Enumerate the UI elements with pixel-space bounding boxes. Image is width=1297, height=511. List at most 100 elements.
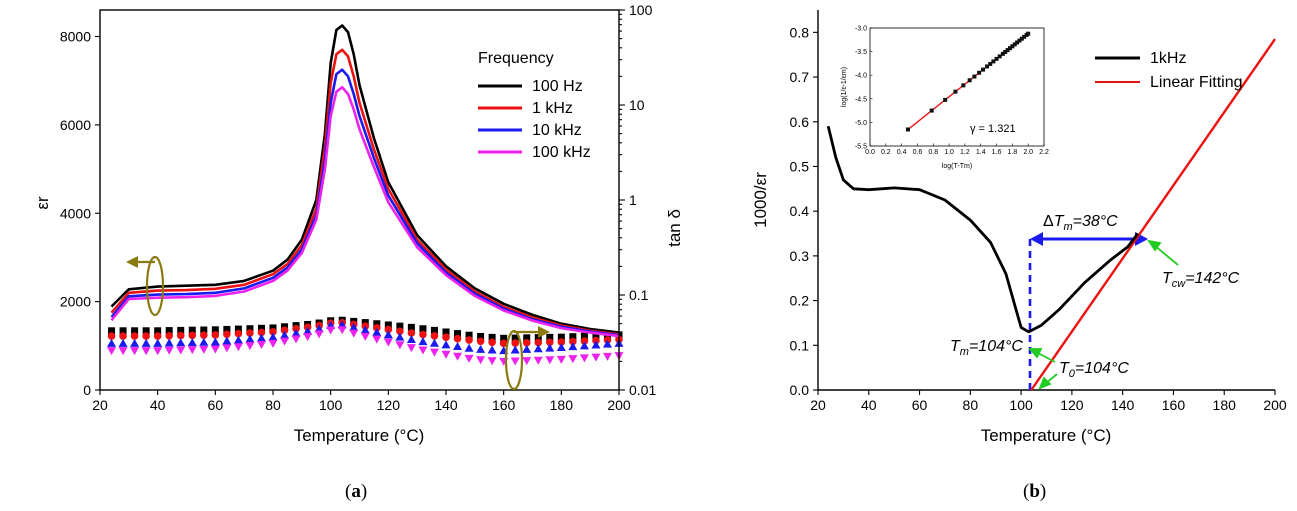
inset-data xyxy=(905,31,1031,132)
panel-b-y-tick-label: 0.1 xyxy=(790,337,810,353)
tan-delta-marker-100khz xyxy=(199,345,209,354)
inset-data-point xyxy=(985,64,990,69)
tan-delta-marker-100khz xyxy=(464,354,474,363)
tan-delta-marker-1khz xyxy=(188,331,197,340)
tcw-annotation: Tcw=142°C xyxy=(1162,270,1240,290)
panel-a-right-tick-label: 1 xyxy=(629,192,637,208)
tan-delta-marker-1khz xyxy=(142,332,150,340)
tan-delta-marker-100hz xyxy=(546,333,554,341)
legend-label-10khz: 10 kHz xyxy=(532,122,582,139)
permittivity-line-10khz xyxy=(110,68,620,337)
tan-delta-marker-100hz xyxy=(454,330,462,338)
tan-delta-marker-10khz xyxy=(153,338,163,347)
tan-delta-marker-100khz xyxy=(487,357,497,366)
legend-label-1khz: 1 kHz xyxy=(532,100,573,117)
panel-a-x-tick-label: 20 xyxy=(92,397,108,413)
inset-data-point xyxy=(953,89,958,94)
inset-data-point xyxy=(1015,40,1020,45)
tan-delta-marker-100khz xyxy=(556,355,566,364)
tan-delta-marker-10khz xyxy=(130,338,140,347)
tcw-pointer-head xyxy=(1147,239,1162,252)
tan-delta-marker-10khz xyxy=(268,332,278,341)
inset-x-label: log(T-Tm) xyxy=(942,163,972,170)
tan-delta-marker-10khz xyxy=(395,332,405,341)
inset-y-label: log(1/ε-1/εm) xyxy=(841,67,848,107)
panel-b-legend: 1kHz Linear Fitting xyxy=(1095,50,1243,91)
inset-data-point xyxy=(1007,46,1012,51)
tan-delta-marker-10khz xyxy=(107,338,117,347)
panel-a-x-tick-label: 160 xyxy=(492,397,516,413)
inset-data-point xyxy=(1012,42,1017,47)
panel-a-legend: Frequency 100 Hz 1 kHz 10 kHz 100 kHz xyxy=(478,50,591,161)
inset-y-tick-label: -3.0 xyxy=(855,26,867,33)
tan-delta-marker-100hz xyxy=(373,320,381,328)
tan-delta-marker-1khz xyxy=(476,337,485,346)
tan-delta-marker-100hz xyxy=(523,334,531,342)
tan-delta-marker-100khz xyxy=(406,344,416,353)
panel-a-x-tick-label: 40 xyxy=(150,397,166,413)
inset-data-point xyxy=(997,54,1002,59)
panel-a-right-axis-label: tan δ xyxy=(665,209,684,247)
panel-a-right-tick-label: 10 xyxy=(629,97,645,113)
tan-delta-marker-100khz xyxy=(326,326,336,335)
tan-delta-marker-100hz xyxy=(211,326,219,334)
permittivity-line-1khz xyxy=(110,48,620,336)
tan-delta-marker-100khz xyxy=(441,350,451,359)
tan-delta-marker-1khz xyxy=(453,334,462,343)
tan-delta-marker-1khz xyxy=(488,338,496,347)
legend-label-100khz: 100 kHz xyxy=(532,144,591,161)
tan-delta-marker-100khz xyxy=(510,357,520,366)
inset-data-point xyxy=(1003,49,1008,54)
tan-delta-marker-10khz xyxy=(579,341,589,350)
tan-delta-marker-1khz xyxy=(165,332,173,340)
inset-data-point xyxy=(1019,36,1024,41)
inset-x-tick-label: 0.8 xyxy=(928,149,938,156)
inset-x-tick-label: 1.8 xyxy=(1007,149,1017,156)
tan-delta-marker-100khz xyxy=(303,333,313,342)
tan-delta-marker-100khz xyxy=(395,341,405,350)
tan-delta-marker-10khz xyxy=(556,343,566,352)
panel-a-left-tick-label: 8000 xyxy=(60,29,91,45)
panel-b-y-tick-label: 0.0 xyxy=(790,382,810,398)
panel-b-x-tick-label: 40 xyxy=(861,397,877,413)
tan-delta-marker-100hz xyxy=(580,332,588,340)
tan-delta-marker-1khz xyxy=(234,329,243,338)
panel-b-x-axis-label: Temperature (°C) xyxy=(981,426,1112,445)
tan-delta-marker-10khz xyxy=(568,342,578,351)
tan-delta-marker-100khz xyxy=(418,346,428,355)
tan-delta-marker-100hz xyxy=(108,327,116,335)
inset-data-point xyxy=(1017,38,1022,43)
caption-a: (a) xyxy=(345,481,367,502)
right-indicator-arrow-head xyxy=(538,326,550,338)
panel-b: 20 40 60 80 100 120 140 160 180 200 0.0 0.1 0.2 0.3 0.… xyxy=(751,10,1287,445)
legend-label-100hz: 100 Hz xyxy=(532,78,583,95)
panel-b-y-tick-label: 0.4 xyxy=(790,203,810,219)
tan-delta-marker-100khz xyxy=(349,329,359,338)
panel-a-right-tick-label: 100 xyxy=(629,2,653,18)
tan-delta-marker-100khz xyxy=(107,347,117,356)
inset-data-point xyxy=(905,127,910,132)
tan-delta-marker-100khz xyxy=(176,346,186,355)
inset-data-point xyxy=(967,78,972,83)
inset-data-point xyxy=(972,74,977,79)
tan-delta-marker-100khz xyxy=(383,338,393,347)
panel-a-left-tick-label: 2000 xyxy=(60,294,91,310)
right-axis-indicator xyxy=(504,326,550,391)
inset-x-tick-label: 2.2 xyxy=(1039,149,1049,156)
inset-gamma-label: γ = 1.321 xyxy=(970,123,1016,135)
inset-y-tick-label: -4.0 xyxy=(855,73,867,80)
tan-delta-marker-100hz xyxy=(592,332,600,340)
left-indicator-arrow-head xyxy=(126,256,138,268)
panel-a-left-tick-label: 4000 xyxy=(60,205,91,221)
tan-delta-marker-10khz xyxy=(418,337,428,346)
tan-delta-marker-10khz xyxy=(141,338,151,347)
tan-delta-marker-100khz xyxy=(476,356,486,365)
tan-delta-marker-10khz xyxy=(291,328,301,337)
tan-delta-marker-100hz xyxy=(177,326,185,334)
tan-delta-marker-100hz xyxy=(131,327,139,335)
panel-b-x-tick-label: 140 xyxy=(1111,397,1135,413)
tan-delta-marker-1khz xyxy=(200,331,208,339)
panel-b-x-tick-label: 160 xyxy=(1162,397,1186,413)
inset-data-point xyxy=(929,108,934,113)
tan-delta-marker-1khz xyxy=(511,339,519,347)
